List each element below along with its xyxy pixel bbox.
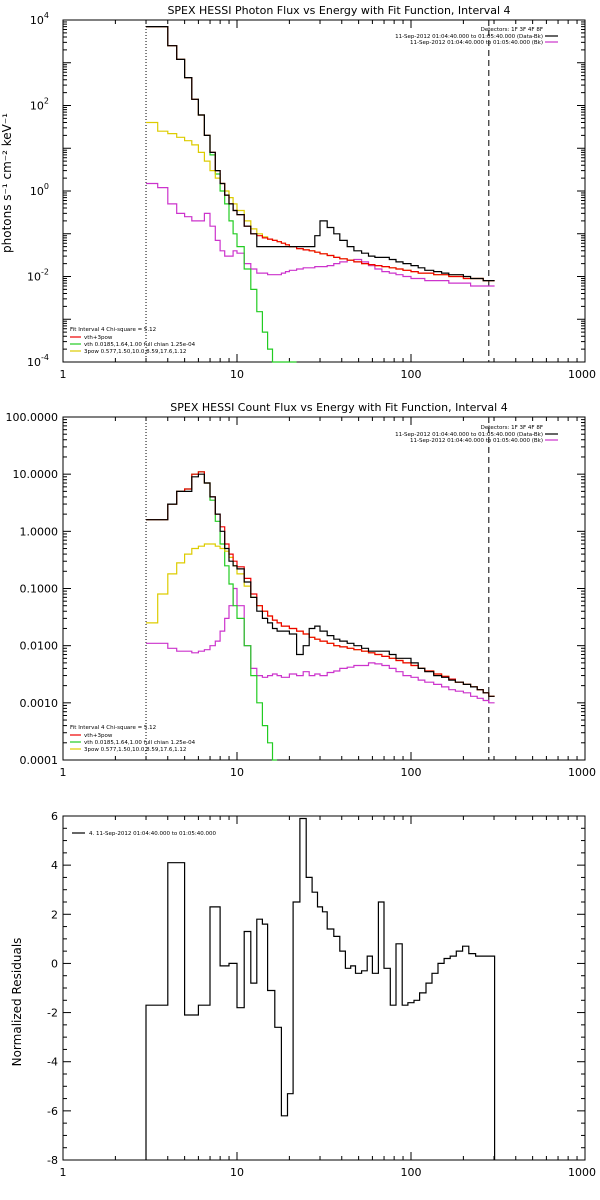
count-legend-right: Detectors: 1F 3F 4F 8F 11-Sep-2012 01:04…: [395, 425, 558, 444]
count-y-tick-label: 1.0000: [20, 525, 59, 538]
count-legend-3pow-label: 3pow 0.577,1.50,10.0,8.59,17.6,1.12: [84, 747, 186, 753]
photon-legend-left: Fit Interval 4 Chi-square = 5.12 vth+3po…: [70, 327, 196, 355]
count-legend-bk-label: 11-Sep-2012 01:04:40.000 to 01:05:40.000…: [410, 438, 543, 444]
photon-series-data-bk: [146, 26, 495, 282]
count-legend-left: Fit Interval 4 Chi-square = 5.12 vth+3po…: [70, 725, 196, 753]
residuals-plot-frame: [62, 815, 586, 1161]
photon-legend-header: Detectors: 1F 3F 4F 8F: [481, 27, 543, 33]
photon-legend-data-label: 11-Sep-2012 01:04:40.000 to 01:05:40.000…: [395, 34, 543, 40]
photon-x-tick-label: 1: [60, 368, 67, 381]
count-plot-frame: [62, 416, 586, 761]
count-flux-panel: SPEX HESSI Count Flux vs Energy with Fit…: [6, 401, 597, 779]
count-y-tick-label: 0.0100: [20, 640, 59, 653]
photon-legend-right: Detectors: 1F 3F 4F 8F 11-Sep-2012 01:04…: [395, 27, 558, 46]
photon-x-tick-label: 100: [401, 368, 422, 381]
residuals-y-tick-label: -4: [47, 1056, 58, 1069]
photon-y-tick-label: 100: [30, 182, 49, 198]
count-legend-total-label: vth+3pow: [84, 733, 113, 739]
residuals-x-tick-label: 1: [60, 1166, 67, 1179]
residuals-panel: Normalized Residuals 4. 11-Sep-2012 01:0…: [10, 810, 596, 1179]
count-x-tick-label: 1: [60, 766, 67, 779]
photon-series-3pow: [146, 121, 495, 282]
count-y-tick-label: 0.1000: [20, 583, 59, 596]
photon-legend-total-label: vth+3pow: [84, 335, 113, 341]
residuals-legend-label: 4. 11-Sep-2012 01:04:40.000 to 01:05:40.…: [89, 831, 216, 837]
count-series-vth-3pow: [146, 471, 495, 697]
photon-legend-bk-label: 11-Sep-2012 01:04:40.000 to 01:05:40.000…: [410, 40, 543, 46]
count-y-tick-label: 100.0000: [6, 411, 59, 424]
count-fit-header: Fit Interval 4 Chi-square = 5.12: [70, 725, 156, 731]
photon-y-tick-label: 104: [30, 11, 49, 27]
residuals-legend: 4. 11-Sep-2012 01:04:40.000 to 01:05:40.…: [72, 831, 216, 837]
residuals-y-tick-label: -8: [47, 1154, 58, 1167]
photon-flux-panel: SPEX HESSI Photon Flux vs Energy with Fi…: [0, 4, 596, 381]
count-chart-title: SPEX HESSI Count Flux vs Energy with Fit…: [170, 401, 507, 414]
photon-plot-frame: [62, 19, 586, 363]
residuals-y-tick-label: -2: [47, 1007, 58, 1020]
residuals-y-tick-label: 4: [51, 859, 58, 872]
photon-series-vth-3pow: [146, 26, 495, 282]
count-series-vth: [146, 471, 278, 761]
count-legend-header: Detectors: 1F 3F 4F 8F: [481, 425, 543, 431]
residuals-y-tick-label: 6: [51, 810, 58, 823]
photon-y-tick-label: 10-2: [27, 268, 49, 284]
residuals-x-tick-label: 10: [230, 1166, 244, 1179]
photon-legend-vth-label: vth 0.0185,1.64,1.00 full chian 1.25e-04: [84, 342, 196, 348]
residuals-y-axis-label: Normalized Residuals: [10, 938, 24, 1067]
residuals-y-tick-label: -6: [47, 1105, 58, 1118]
count-x-tick-label: 1000: [568, 766, 596, 779]
photon-y-axis-label: photons s⁻¹ cm⁻² keV⁻¹: [0, 113, 14, 253]
residuals-y-tick-label: 2: [51, 908, 58, 921]
photon-fit-header: Fit Interval 4 Chi-square = 5.12: [70, 327, 156, 333]
photon-y-tick-label: 102: [30, 97, 49, 113]
residuals-x-tick-label: 100: [401, 1166, 422, 1179]
residuals-y-tick-label: 0: [51, 957, 58, 970]
residuals-x-tick-label: 1000: [568, 1166, 596, 1179]
photon-series-bk: [146, 182, 495, 287]
count-series-bk: [146, 587, 495, 704]
photon-x-tick-label: 10: [230, 368, 244, 381]
photon-legend-3pow-label: 3pow 0.577,1.50,10.0,8.59,17.6,1.12: [84, 349, 186, 355]
count-x-tick-label: 100: [401, 766, 422, 779]
count-y-tick-label: 0.0001: [20, 754, 59, 767]
count-x-tick-label: 10: [230, 766, 244, 779]
residuals-series-4-11-sep-2012-01-04-40-000-to-01-05-40-000: [145, 817, 496, 1160]
count-legend-vth-label: vth 0.0185,1.64,1.00 full chian 1.25e-04: [84, 740, 196, 746]
photon-x-tick-label: 1000: [568, 368, 596, 381]
photon-chart-title: SPEX HESSI Photon Flux vs Energy with Fi…: [167, 4, 510, 17]
count-y-tick-label: 10.0000: [13, 468, 59, 481]
count-y-tick-label: 0.0010: [20, 697, 59, 710]
count-legend-data-label: 11-Sep-2012 01:04:40.000 to 01:05:40.000…: [395, 432, 543, 438]
photon-y-tick-label: 10-4: [27, 353, 49, 369]
photon-series-vth: [146, 26, 297, 363]
count-series-data-bk: [146, 473, 495, 697]
